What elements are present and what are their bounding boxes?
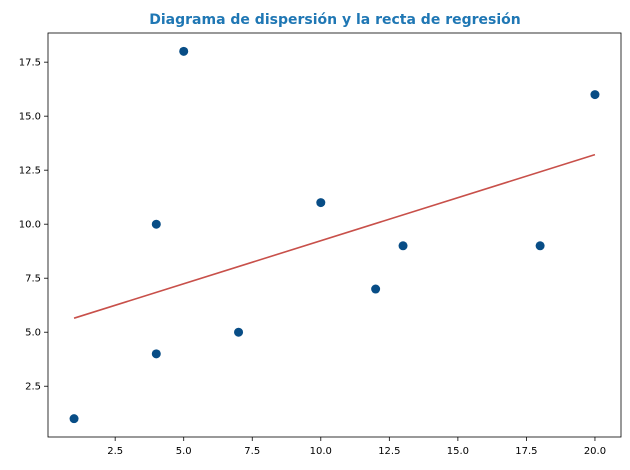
y-tick-label: 5.0 — [25, 328, 41, 339]
y-tick-label: 7.5 — [25, 274, 41, 285]
y-tick-label: 15.0 — [19, 112, 41, 123]
data-point — [179, 46, 189, 56]
data-point — [316, 198, 326, 208]
x-tick-label: 5.0 — [176, 446, 192, 457]
x-tick-label: 2.5 — [107, 446, 123, 457]
data-point — [151, 349, 161, 359]
chart-title: Diagrama de dispersión y la recta de reg… — [149, 12, 520, 28]
x-tick-label: 17.5 — [515, 446, 537, 457]
y-tick-label: 10.0 — [19, 220, 41, 231]
data-point — [590, 90, 600, 100]
data-point — [151, 219, 161, 229]
data-point — [69, 414, 79, 424]
x-tick-label: 20.0 — [584, 446, 606, 457]
y-tick-label: 17.5 — [19, 58, 41, 69]
data-point — [535, 241, 545, 251]
axes-frame — [47, 32, 622, 438]
x-tick-label: 12.5 — [378, 446, 400, 457]
data-point — [371, 284, 381, 294]
regression-line — [73, 153, 596, 319]
data-point — [234, 327, 244, 337]
x-tick-label: 10.0 — [310, 446, 332, 457]
data-point — [398, 241, 408, 251]
y-tick-label: 12.5 — [19, 166, 41, 177]
plot-area: 2.5 5.0 7.5 10.0 12.5 15.0 17.5 20.0 2.5 5.0 7.5 10… — [19, 32, 622, 457]
x-tick-label: 7.5 — [244, 446, 260, 457]
x-tick-label: 15.0 — [447, 446, 469, 457]
y-tick-label: 2.5 — [25, 382, 41, 393]
